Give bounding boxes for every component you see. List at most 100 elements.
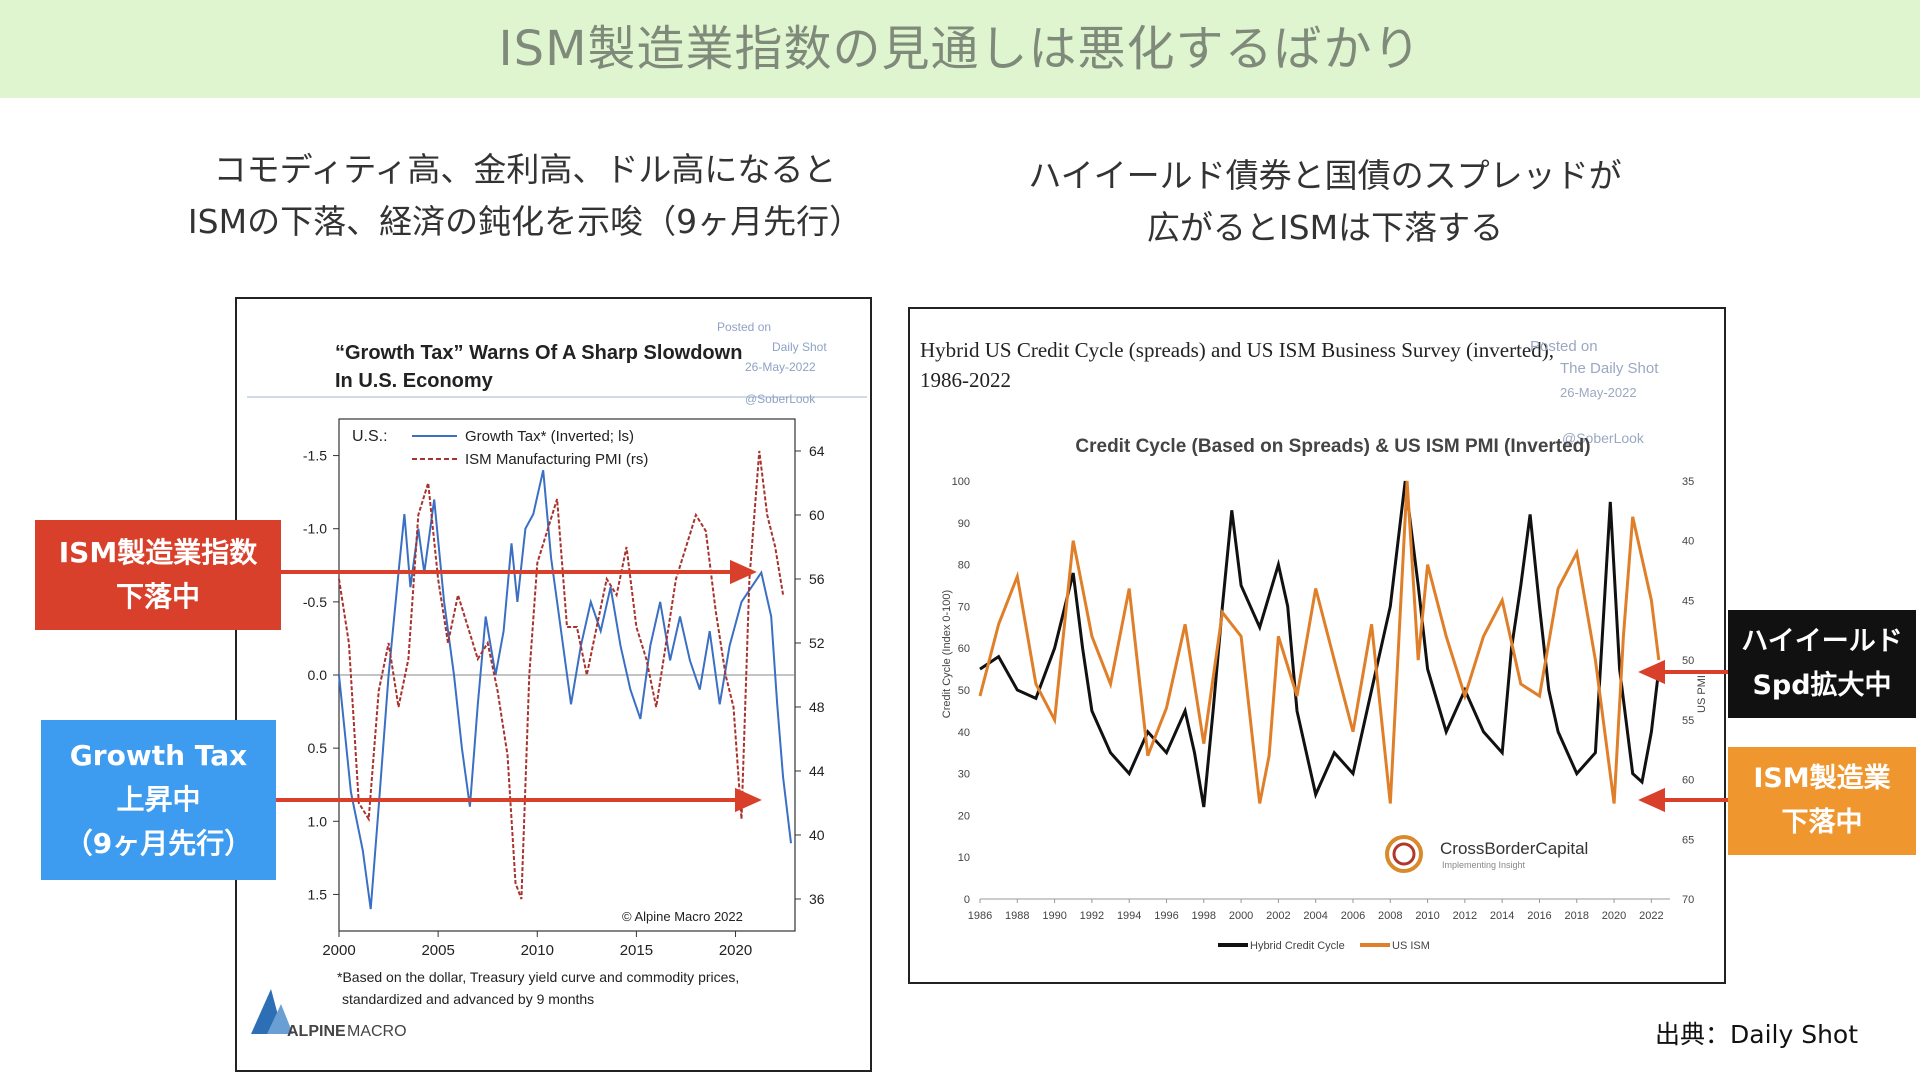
chart1-yleft-tick-label: 0.5 — [308, 740, 328, 756]
growth-tax-chart: “Growth Tax” Warns Of A Sharp Slowdown I… — [247, 320, 867, 1040]
growth-tax-chart-panel: “Growth Tax” Warns Of A Sharp Slowdown I… — [235, 297, 872, 1072]
chart2-x-tick-label: 2010 — [1415, 910, 1439, 922]
chart2-subtitle: Credit Cycle (Based on Spreads) & US ISM… — [1075, 436, 1590, 457]
chart2-yleft-tick-label: 60 — [958, 643, 970, 655]
crossborder-logo-tagline: Implementing Insight — [1442, 860, 1526, 870]
left-caption-line1: コモディティ高、金利高、ドル高になると — [213, 150, 837, 189]
chart2-yright-tick-label: 70 — [1682, 894, 1694, 906]
legend-label-hybrid-credit-cycle: Hybrid Credit Cycle — [1250, 940, 1345, 952]
series-line-hybrid-credit-cycle — [979, 480, 1661, 808]
callout-growth-tax-line2: 上昇中 — [116, 783, 201, 816]
chart2-watermark-line1: Posted on — [1530, 338, 1598, 355]
chart2-yright-tick-label: 55 — [1682, 715, 1694, 727]
chart2-x-tick-label: 2020 — [1602, 910, 1626, 922]
chart2-x-tick-label: 1986 — [968, 910, 992, 922]
series-line-growth-tax — [338, 469, 792, 910]
callout-high-yield-spread: ハイイールド Spd拡大中 — [1728, 610, 1916, 718]
chart1-x-tick-label: 2010 — [521, 942, 554, 959]
chart2-x-tick-label: 2000 — [1229, 910, 1253, 922]
credit-cycle-chart-panel: Hybrid US Credit Cycle (spreads) and US … — [908, 307, 1726, 984]
alpine-logo-mark2-icon — [267, 1004, 293, 1034]
chart2-watermark: Posted on The Daily Shot 26-May-2022 @So… — [1530, 338, 1659, 446]
chart2-x-tick-label: 2012 — [1453, 910, 1477, 922]
chart2-yleft-tick-label: 80 — [958, 560, 970, 572]
callout-ism-right-declining: ISM製造業 下落中 — [1728, 747, 1916, 855]
chart2-x-tick-label: 1998 — [1192, 910, 1216, 922]
right-caption-line2: 広がるとISMは下落する — [1146, 208, 1504, 247]
right-caption-line1: ハイイールド債券と国債のスプレッドが — [1028, 156, 1622, 195]
chart1-watermark: Posted on Daily Shot 26-May-2022 @SoberL… — [717, 320, 827, 406]
callout-ism-line1: ISM製造業指数 — [58, 536, 258, 569]
chart2-yleft-tick-label: 50 — [958, 685, 970, 697]
chart1-copyright: © Alpine Macro 2022 — [622, 909, 743, 924]
chart1-title: “Growth Tax” Warns Of A Sharp Slowdown — [335, 342, 742, 364]
chart1-footnote-line2: standardized and advanced by 9 months — [342, 991, 594, 1007]
chart1-legend-prefix: U.S.: — [352, 428, 388, 445]
callout-high-yield-line2: Spd拡大中 — [1752, 670, 1892, 701]
chart1-watermark-line1: Posted on — [717, 320, 771, 334]
alpine-logo-rest: MACRO — [347, 1023, 407, 1040]
chart2-x-tick-label: 1992 — [1080, 910, 1104, 922]
chart1-watermark-line2: Daily Shot — [772, 340, 827, 354]
chart1-yright-tick-label: 40 — [809, 827, 825, 843]
series-line-us-ism — [978, 480, 1661, 804]
chart2-x-tick-label: 2002 — [1266, 910, 1290, 922]
chart2-yleft-tick-label: 0 — [964, 894, 970, 906]
left-caption: コモディティ高、金利高、ドル高になると ISMの下落、経済の鈍化を示唆（9ヶ月先… — [150, 144, 900, 248]
chart2-ylabel-right: US PMI — [1696, 675, 1708, 713]
callout-growth-tax-line1: Growth Tax — [69, 739, 248, 772]
chart2-yleft-tick-label: 20 — [958, 810, 970, 822]
chart2-watermark-line4: @SoberLook — [1562, 430, 1645, 446]
chart2-x-tick-label: 1996 — [1154, 910, 1178, 922]
chart1-x-tick-label: 2000 — [322, 942, 355, 959]
chart1-yright-tick-label: 44 — [809, 763, 825, 779]
page-title: ISM製造業指数の見通しは悪化するばかり — [498, 21, 1422, 77]
chart1-yright-tick-label: 60 — [809, 507, 825, 523]
chart1-yleft-tick-label: 0.0 — [308, 667, 328, 683]
chart2-yright-tick-label: 65 — [1682, 834, 1694, 846]
chart2-yleft-tick-label: 90 — [958, 518, 970, 530]
callout-ism-right-line2: 下落中 — [1781, 807, 1863, 838]
crossborder-logo-inner-icon — [1392, 842, 1416, 866]
chart1-yleft-tick-label: -1.0 — [303, 521, 327, 537]
chart2-x-tick-label: 2004 — [1303, 910, 1327, 922]
chart2-ylabel-left: Credit Cycle (Index 0-100) — [941, 590, 953, 718]
title-bar — [0, 0, 1920, 98]
chart2-watermark-line2: The Daily Shot — [1560, 360, 1659, 377]
chart1-watermark-line4: @SoberLook — [745, 392, 816, 406]
chart2-yright-tick-label: 45 — [1682, 595, 1694, 607]
crossborder-logo-icon — [1385, 835, 1423, 873]
chart2-title-line2: 1986-2022 — [920, 368, 1011, 392]
chart1-yright-tick-label: 52 — [809, 635, 825, 651]
callout-ism-declining: ISM製造業指数 下落中 — [35, 520, 281, 630]
chart1-yright-tick-label: 56 — [809, 571, 825, 587]
chart2-x-tick-label: 2016 — [1527, 910, 1551, 922]
source-credit: 出典：Daily Shot — [1655, 1020, 1859, 1049]
chart2-x-tick-label: 1990 — [1042, 910, 1066, 922]
callout-growth-tax-line3: （9ヶ月先行） — [64, 827, 253, 860]
chart2-yright-tick-label: 40 — [1682, 536, 1694, 548]
callout-ism-right-line1: ISM製造業 — [1753, 763, 1891, 794]
chart1-yleft-tick-label: 1.5 — [308, 886, 328, 902]
chart2-x-tick-label: 2008 — [1378, 910, 1402, 922]
left-caption-line2: ISMの下落、経済の鈍化を示唆（9ヶ月先行） — [187, 202, 863, 241]
chart2-yright-tick-label: 35 — [1682, 476, 1694, 488]
chart2-yleft-tick-label: 30 — [958, 769, 970, 781]
alpine-logo-bold: ALPINE — [287, 1023, 346, 1040]
callout-growth-tax-rising: Growth Tax 上昇中 （9ヶ月先行） — [41, 720, 276, 880]
chart1-watermark-line3: 26-May-2022 — [745, 360, 816, 374]
chart1-yleft-tick-label: 1.0 — [308, 813, 328, 829]
chart2-yright-tick-label: 50 — [1682, 655, 1694, 667]
chart2-yright-tick-label: 60 — [1682, 775, 1694, 787]
chart2-yleft-tick-label: 100 — [952, 476, 970, 488]
chart1-title-line2: In U.S. Economy — [335, 370, 494, 392]
chart1-yright-tick-label: 36 — [809, 891, 825, 907]
chart2-x-tick-label: 1988 — [1005, 910, 1029, 922]
chart2-yleft-tick-label: 70 — [958, 601, 970, 613]
chart2-title: Hybrid US Credit Cycle (spreads) and US … — [920, 338, 1554, 362]
chart2-legend: Hybrid Credit Cycle US ISM — [1218, 940, 1430, 952]
chart2-x-tick-label: 2006 — [1341, 910, 1365, 922]
crossborder-logo-name: CrossBorderCapital — [1440, 839, 1588, 858]
alpine-macro-logo: ALPINE MACRO — [251, 989, 407, 1040]
series-line-ism-pmi — [338, 450, 785, 900]
